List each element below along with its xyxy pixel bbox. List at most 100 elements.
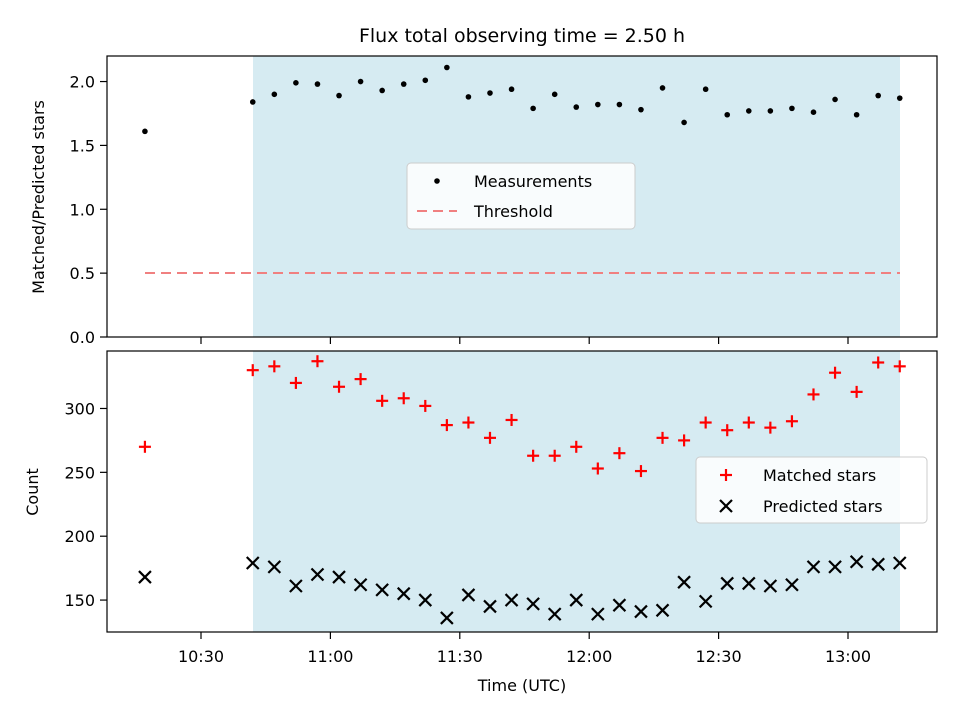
predicted-star-point (655, 603, 670, 618)
y-tick-label: 150 (64, 591, 95, 610)
predicted-star-point (785, 577, 799, 592)
chart-title: Flux total observing time = 2.50 h (359, 25, 685, 47)
measurement-point (487, 90, 493, 96)
x-tick-label: 11:30 (437, 647, 483, 666)
matched-star-point (656, 431, 669, 444)
legend-matched-marker (720, 469, 732, 481)
legend-matched-label: Matched stars (763, 466, 876, 485)
measurement-point (595, 101, 601, 108)
measurement-point (853, 111, 860, 118)
predicted-star-point (569, 593, 584, 607)
predicted-star-point (332, 570, 346, 584)
measurement-point (832, 96, 838, 103)
predicted-star-point (612, 598, 627, 612)
top-x-ticks (200, 337, 849, 344)
predicted-star-point (677, 575, 691, 589)
legend-threshold-label: Threshold (473, 202, 553, 221)
measurement-point (249, 99, 256, 105)
bottom-legend: Matched stars Predicted stars (695, 456, 928, 524)
predicted-star-point (418, 593, 433, 607)
measurement-point (530, 105, 536, 112)
bottom-y-ticks: 150 200 250 300 (64, 399, 107, 610)
bottom-panel: 150 200 250 300 10:30 11:00 11:30 12:00 12:30 13… (23, 350, 938, 695)
measurement-point (638, 106, 644, 113)
measurement-point (702, 86, 709, 93)
top-panel-frame (106, 55, 938, 338)
predicted-star-point (698, 594, 713, 609)
predicted-star-point (375, 583, 389, 597)
x-axis-label: Time (UTC) (477, 676, 566, 695)
predicted-star-point (483, 599, 497, 614)
predicted-star-point (742, 576, 756, 591)
predicted-star-point (591, 607, 605, 621)
measurement-point (379, 87, 385, 94)
predicted-star-point (871, 557, 885, 572)
predicted-star-point (138, 570, 152, 584)
predicted-star-point (289, 579, 303, 593)
legend-measurements-marker (434, 178, 440, 184)
predicted-star-point (763, 579, 778, 593)
measurement-point (789, 105, 795, 112)
matched-star-point (462, 416, 475, 429)
y-tick-label: 200 (64, 527, 95, 546)
matched-star-point (311, 355, 324, 368)
matched-star-point (742, 416, 755, 429)
measurement-point (810, 109, 817, 115)
predicted-star-point (461, 588, 476, 602)
measurement-point (659, 85, 666, 91)
measurement-point (422, 77, 429, 84)
matched-star-point (246, 364, 259, 377)
measurement-point (681, 119, 687, 126)
matched-star-point (634, 465, 647, 478)
predicted-star-point (720, 576, 735, 591)
y-tick-label: 0.0 (70, 328, 95, 347)
legend-predicted-label: Predicted stars (763, 497, 883, 516)
bottom-points (138, 355, 907, 625)
predicted-star-point (849, 554, 864, 569)
y-tick-label: 2.0 (70, 73, 95, 92)
legend-predicted-marker (719, 499, 733, 513)
matched-star-point (440, 419, 453, 432)
measurement-point (767, 108, 774, 114)
bottom-panel-frame (106, 350, 938, 633)
top-legend: Measurements Threshold (406, 162, 636, 230)
matched-star-point (548, 449, 561, 462)
top-panel: 0.00.51.01.52.0 Matched/Predicted stars … (29, 55, 938, 347)
matched-star-point (807, 388, 820, 401)
predicted-star-point (245, 556, 260, 570)
measurement-point (142, 128, 148, 135)
y-tick-label: 300 (64, 399, 95, 418)
measurement-point (573, 104, 580, 110)
measurement-point (875, 92, 881, 99)
matched-star-point (354, 373, 367, 386)
matched-star-point (721, 424, 734, 437)
predicted-star-point (634, 604, 648, 619)
measurement-point (314, 81, 321, 87)
top-points (142, 64, 903, 135)
predicted-star-point (806, 560, 821, 574)
y-tick-label: 0.5 (70, 264, 95, 283)
matched-star-point (829, 366, 842, 379)
matched-star-point (527, 449, 540, 462)
x-tick-label: 12:30 (696, 647, 742, 666)
matched-star-point (268, 360, 281, 373)
measurement-point (724, 111, 731, 118)
matched-star-point (289, 376, 302, 389)
predicted-star-point (267, 560, 282, 574)
y-tick-label: 250 (64, 463, 95, 482)
matched-star-point (613, 447, 626, 460)
predicted-star-point (440, 611, 454, 625)
predicted-star-point (526, 597, 540, 611)
matched-star-point (333, 380, 346, 393)
predicted-star-point (547, 607, 562, 621)
x-tick-label: 11:00 (307, 647, 353, 666)
top-y-ticks: 0.0 0.5 1.0 1.5 2.0 (70, 73, 107, 347)
bottom-x-ticks: 10:30 11:00 11:30 12:00 12:30 13:00 (178, 632, 871, 666)
measurement-point (508, 86, 515, 93)
matched-star-point (764, 421, 777, 434)
measurement-point (551, 91, 558, 98)
measurement-point (400, 81, 407, 87)
predicted-star-point (828, 560, 842, 574)
matched-star-point (483, 431, 496, 444)
